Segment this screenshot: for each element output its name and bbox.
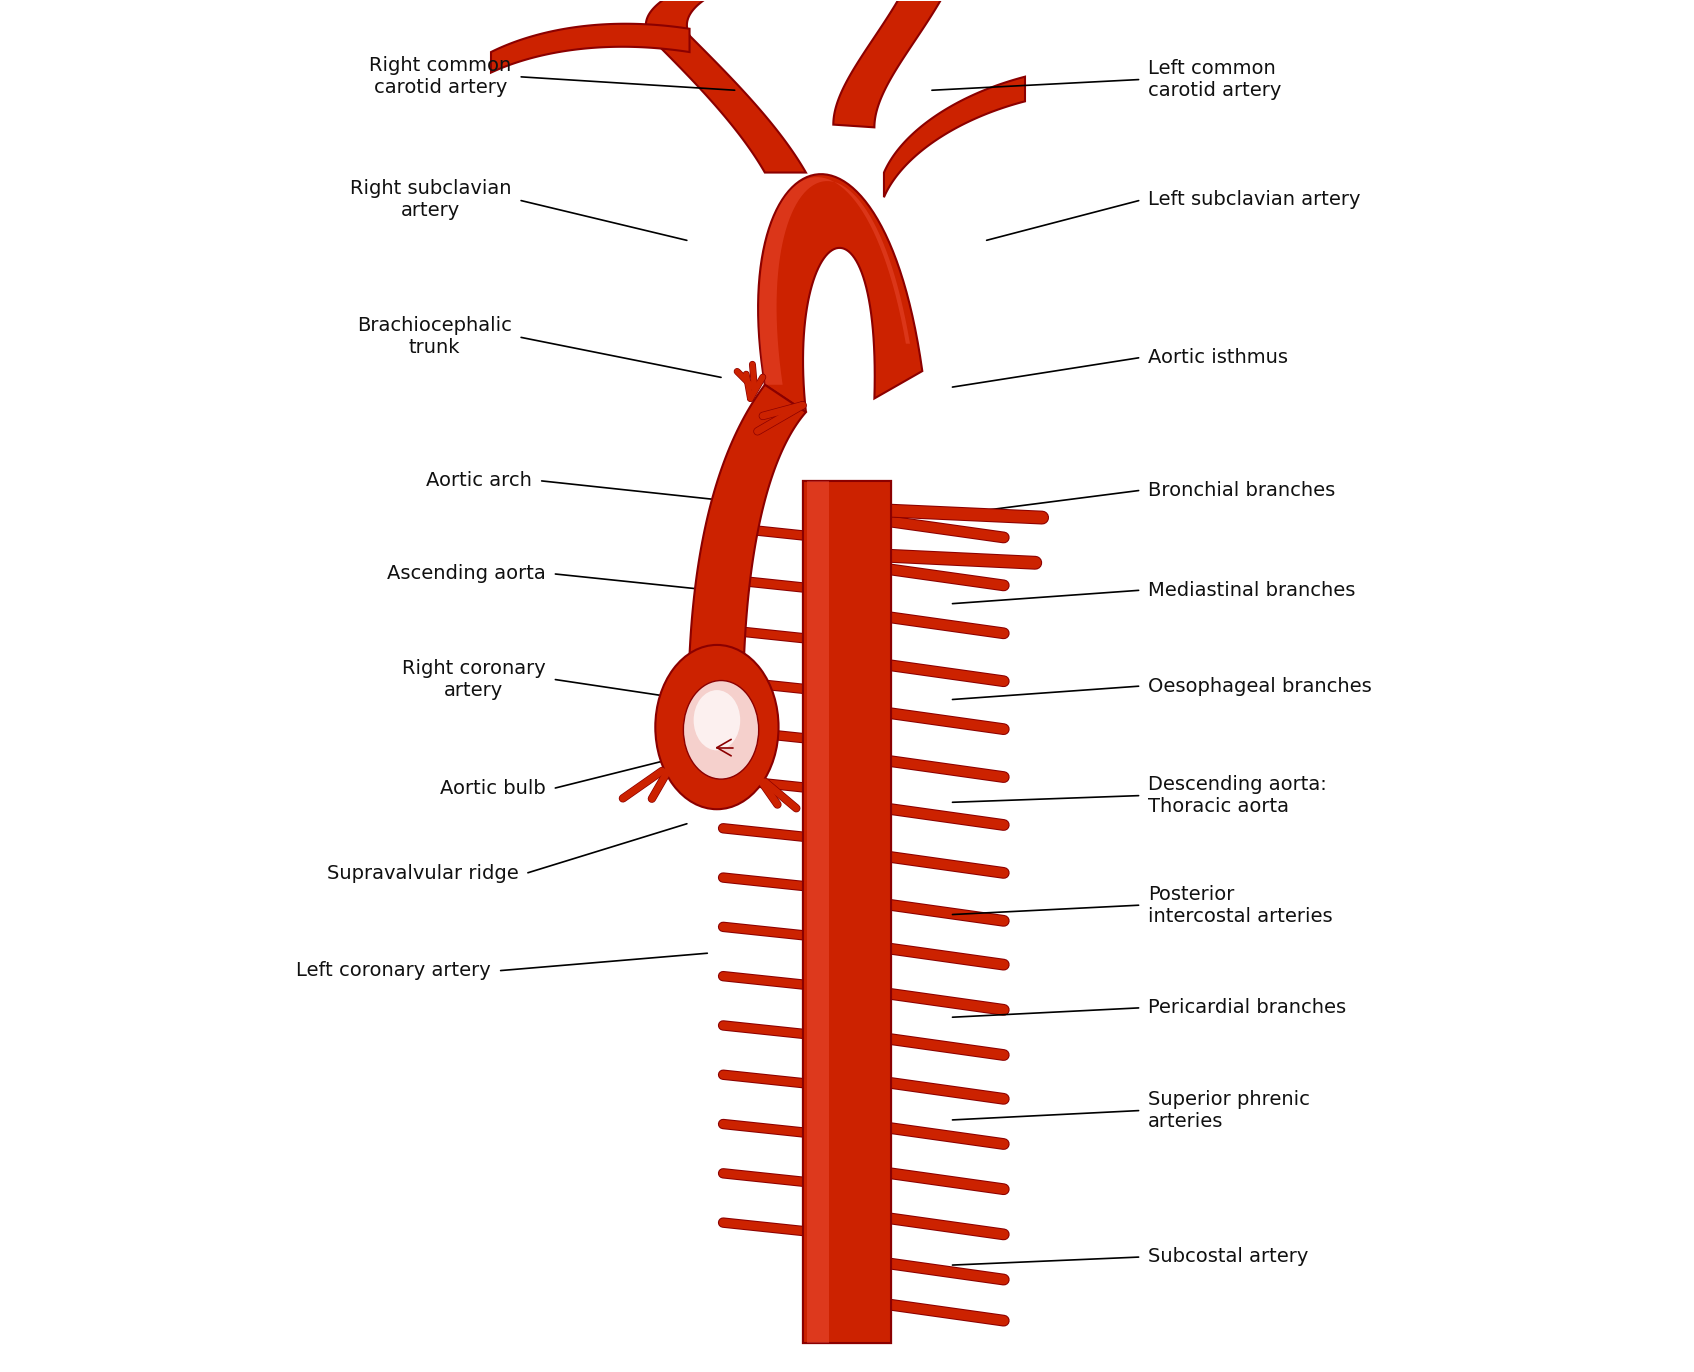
- Polygon shape: [833, 0, 950, 128]
- Text: Aortic bulb: Aortic bulb: [440, 779, 545, 799]
- Text: Ascending aorta: Ascending aorta: [386, 564, 545, 583]
- Polygon shape: [759, 177, 910, 384]
- Text: Aortic isthmus: Aortic isthmus: [1149, 348, 1287, 366]
- Text: Supravalvular ridge: Supravalvular ridge: [327, 864, 518, 884]
- Text: Mediastinal branches: Mediastinal branches: [1149, 580, 1355, 600]
- Polygon shape: [806, 480, 828, 1343]
- Text: Pericardial branches: Pericardial branches: [1149, 999, 1347, 1017]
- Ellipse shape: [693, 690, 740, 750]
- Text: Left coronary artery: Left coronary artery: [296, 962, 491, 981]
- Polygon shape: [806, 480, 828, 1343]
- Polygon shape: [803, 480, 891, 1343]
- Text: Right coronary
artery: Right coronary artery: [401, 659, 545, 700]
- Text: Descending aorta:
Thoracic aorta: Descending aorta: Thoracic aorta: [1149, 775, 1326, 816]
- Polygon shape: [759, 174, 922, 412]
- Text: Superior phrenic
arteries: Superior phrenic arteries: [1149, 1089, 1309, 1131]
- Text: Brachiocephalic
trunk: Brachiocephalic trunk: [357, 317, 512, 357]
- Polygon shape: [884, 77, 1025, 198]
- Text: Aortic arch: Aortic arch: [427, 471, 532, 490]
- Text: Bronchial branches: Bronchial branches: [1149, 480, 1335, 499]
- Text: Oesophageal branches: Oesophageal branches: [1149, 676, 1372, 696]
- Ellipse shape: [683, 681, 759, 779]
- Polygon shape: [491, 23, 689, 73]
- Ellipse shape: [656, 645, 779, 809]
- Polygon shape: [803, 480, 891, 1343]
- Text: Subcostal artery: Subcostal artery: [1149, 1247, 1308, 1266]
- Text: Left common
carotid artery: Left common carotid artery: [1149, 59, 1282, 100]
- Text: Right subclavian
artery: Right subclavian artery: [351, 180, 512, 221]
- Polygon shape: [688, 384, 806, 768]
- Text: Right common
carotid artery: Right common carotid artery: [369, 56, 512, 97]
- Polygon shape: [645, 0, 779, 36]
- Text: Posterior
intercostal arteries: Posterior intercostal arteries: [1149, 885, 1333, 926]
- Polygon shape: [649, 36, 806, 173]
- Polygon shape: [803, 480, 891, 1343]
- Text: Left subclavian artery: Left subclavian artery: [1149, 191, 1360, 210]
- Polygon shape: [806, 480, 828, 1343]
